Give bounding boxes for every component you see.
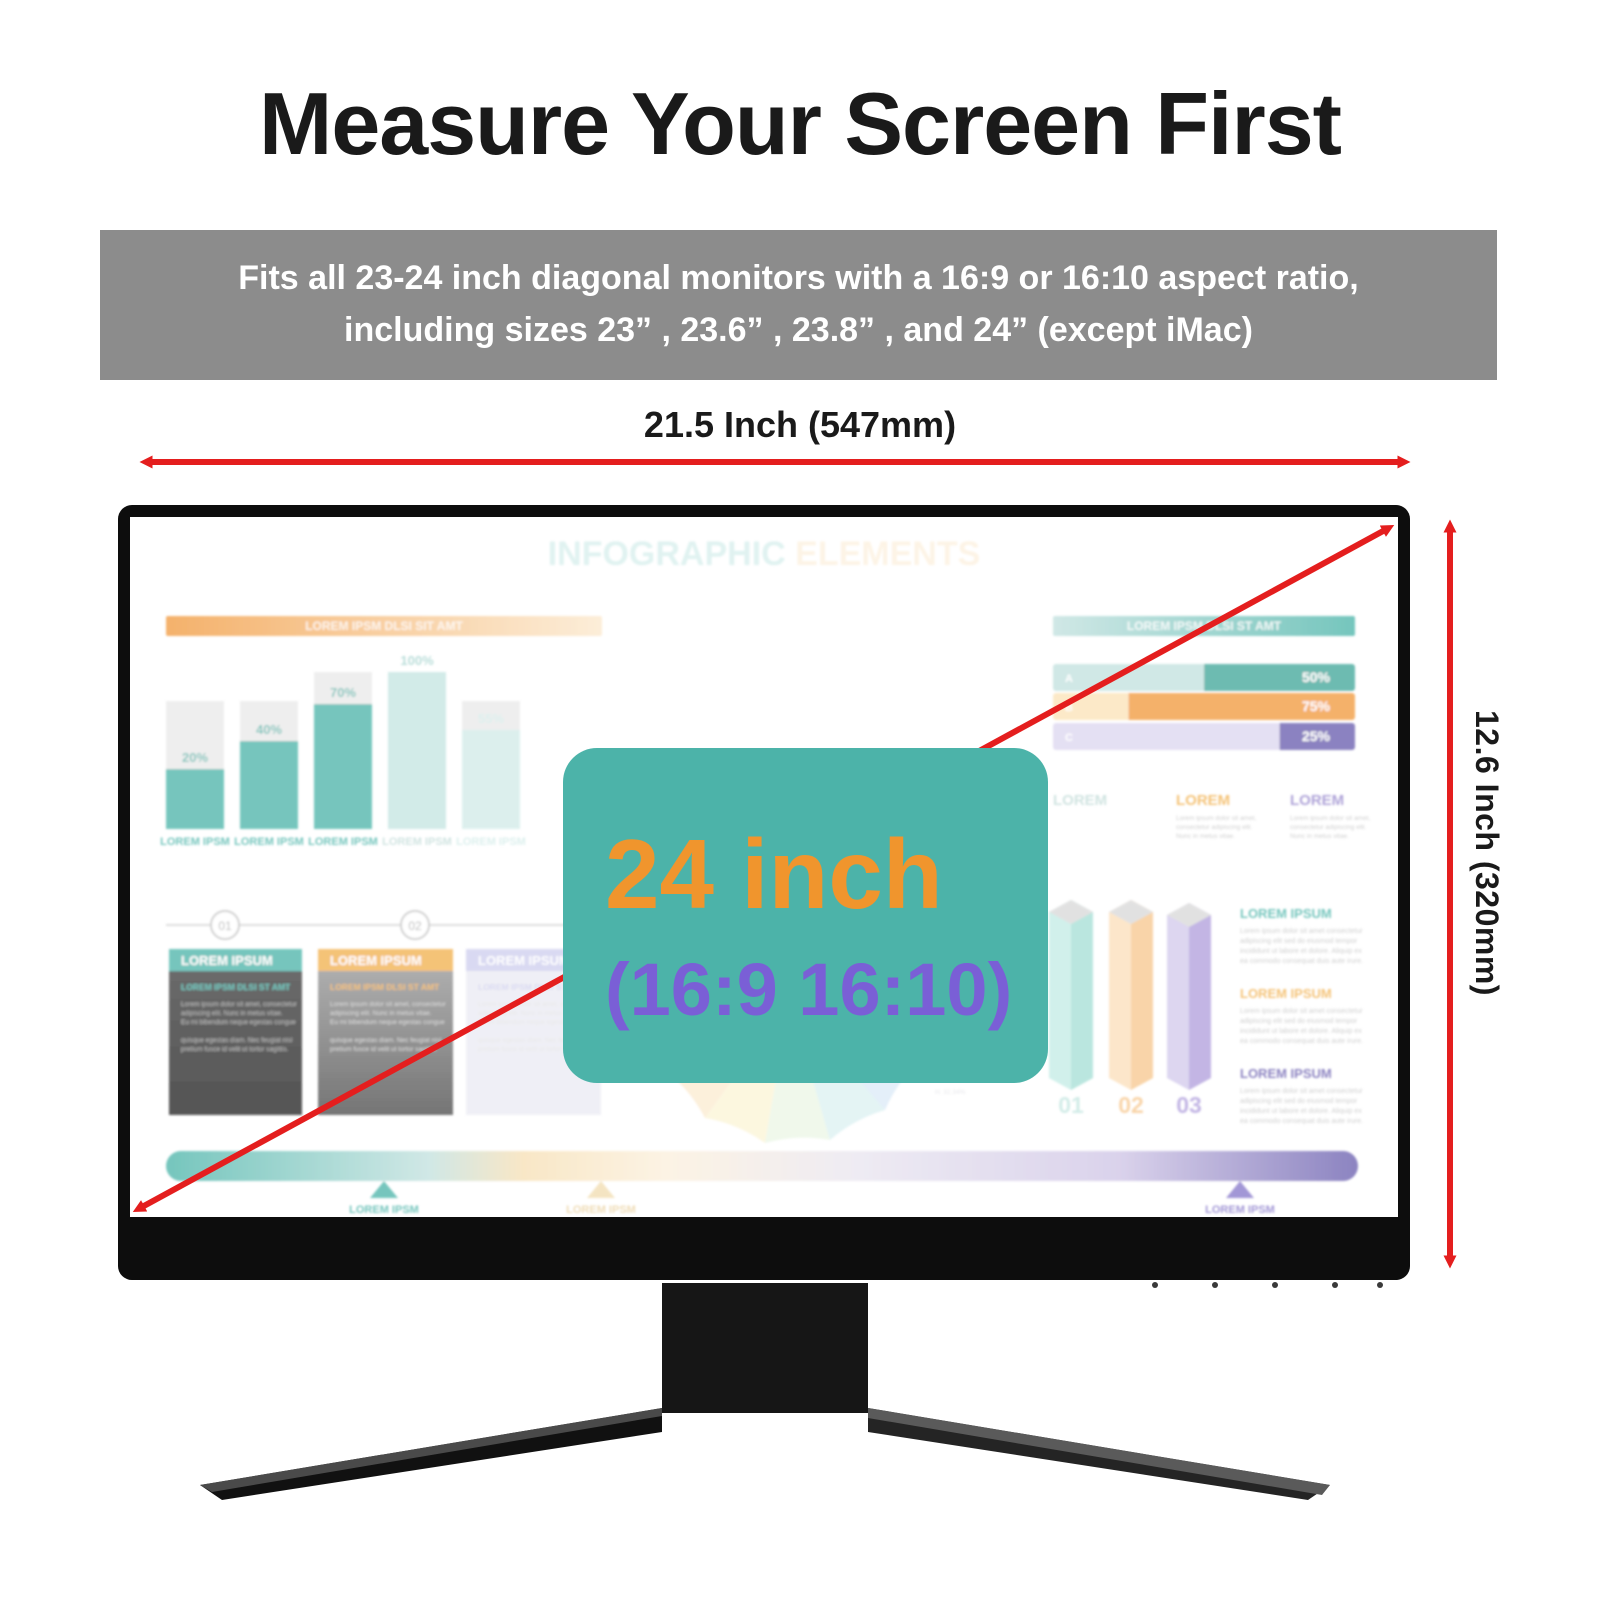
svg-text:adipiscing elit sed do eiusmod: adipiscing elit sed do eiusmod tempor: [1240, 938, 1358, 945]
svg-text:LOREM IPSM: LOREM IPSM: [382, 836, 452, 848]
svg-text:55%: 55%: [478, 711, 504, 726]
svg-text:02: 02: [1118, 1092, 1144, 1118]
svg-text:LOREM IPSUM: LOREM IPSUM: [330, 953, 422, 968]
svg-text:Lorem ipsum dolor sit amet con: Lorem ipsum dolor sit amet consectetur: [1240, 1088, 1363, 1095]
svg-text:pretium fusce id velit ut tort: pretium fusce id velit ut tortor sagitti…: [181, 1046, 288, 1053]
svg-text:LOREM IPSM DLSI ST AMT: LOREM IPSM DLSI ST AMT: [181, 982, 291, 992]
svg-text:25%: 25%: [1302, 728, 1331, 744]
svg-text:01: 01: [1058, 1092, 1084, 1118]
svg-text:adipiscing elit sed do eiusmod: adipiscing elit sed do eiusmod tempor: [1240, 1018, 1358, 1025]
svg-text:LOREM IPSUM: LOREM IPSUM: [1240, 986, 1332, 1001]
svg-text:20%: 20%: [182, 750, 208, 765]
svg-text:02: 02: [408, 919, 422, 933]
svg-text:40%: 40%: [256, 722, 282, 737]
svg-text:Lorem ipsum dolor sit amet,: Lorem ipsum dolor sit amet,: [1290, 815, 1370, 822]
svg-text:quisque egestas diam. Nec feug: quisque egestas diam. Nec feugiat nisl: [330, 1037, 442, 1044]
svg-text:LOREM IPSM: LOREM IPSM: [1205, 1204, 1275, 1216]
svg-text:LOREM IPSM: LOREM IPSM: [308, 836, 378, 848]
svg-text:adipiscing elit. Nunc in metus: adipiscing elit. Nunc in metus vitae.: [181, 1010, 283, 1017]
svg-text:Eu mi bibendum neque egestas c: Eu mi bibendum neque egestas congue: [181, 1019, 296, 1026]
svg-text:Lorem ipsum dolor sit amet, co: Lorem ipsum dolor sit amet, consectetur: [330, 1001, 446, 1008]
svg-text:LOREM IPSM: LOREM IPSM: [566, 1204, 636, 1216]
svg-text:Lorem ipsum dolor sit amet con: Lorem ipsum dolor sit amet consectetur: [1240, 928, 1363, 935]
svg-text:01: 01: [218, 919, 232, 933]
svg-text:LOREM: LOREM: [1053, 792, 1107, 809]
svg-text:50%: 50%: [1302, 669, 1331, 685]
svg-text:H. 32.34%: H. 32.34%: [935, 1089, 966, 1096]
svg-text:ea commodo consequat duis aute: ea commodo consequat duis aute irure.: [1240, 1038, 1363, 1045]
svg-text:LOREM IPSM DLSI SIT AMT: LOREM IPSM DLSI SIT AMT: [305, 619, 463, 633]
svg-text:consectetur adipiscing elit.: consectetur adipiscing elit.: [1176, 824, 1252, 831]
svg-text:A: A: [1065, 673, 1073, 685]
svg-text:LOREM IPSUM: LOREM IPSUM: [1240, 1066, 1332, 1081]
svg-text:LOREM IPSM: LOREM IPSM: [160, 836, 230, 848]
svg-text:LOREM IPSM DLSI ST AMT: LOREM IPSM DLSI ST AMT: [330, 982, 440, 992]
svg-text:LOREM IPSUM: LOREM IPSUM: [181, 953, 273, 968]
svg-text:C: C: [1065, 732, 1073, 744]
svg-text:LOREM IPSM: LOREM IPSM: [349, 1204, 419, 1216]
svg-text:incididunt ut labore et dolore: incididunt ut labore et dolore. Aliquip …: [1240, 948, 1362, 955]
svg-text:Lorem ipsum dolor sit amet,: Lorem ipsum dolor sit amet,: [1176, 815, 1256, 822]
svg-text:consectetur adipiscing elit.: consectetur adipiscing elit.: [1290, 824, 1366, 831]
svg-text:adipiscing elit. Nunc in metus: adipiscing elit. Nunc in metus vitae.: [330, 1010, 432, 1017]
svg-text:quisque egestas diam. Nec feug: quisque egestas diam. Nec feugiat nisl: [181, 1037, 293, 1044]
svg-text:incididunt ut labore et dolore: incididunt ut labore et dolore. Aliquip …: [1240, 1028, 1362, 1035]
svg-text:03: 03: [1176, 1092, 1202, 1118]
svg-text:INFOGRAPHIC ELEMENTS: INFOGRAPHIC ELEMENTS: [548, 535, 981, 573]
svg-text:Lorem ipsum dolor sit amet con: Lorem ipsum dolor sit amet consectetur: [1240, 1008, 1363, 1015]
svg-text:70%: 70%: [330, 685, 356, 700]
svg-text:LOREM IPSM: LOREM IPSM: [456, 836, 526, 848]
svg-text:Nunc in metus vitae.: Nunc in metus vitae.: [1290, 833, 1349, 840]
svg-text:LOREM IPSM: LOREM IPSM: [234, 836, 304, 848]
svg-text:Lorem ipsum dolor sit amet, co: Lorem ipsum dolor sit amet, consectetur: [181, 1001, 297, 1008]
svg-text:75%: 75%: [1302, 698, 1331, 714]
svg-text:100%: 100%: [400, 653, 434, 668]
svg-text:ea commodo consequat duis aute: ea commodo consequat duis aute irure.: [1240, 1118, 1363, 1125]
svg-text:Eu mi bibendum neque egestas c: Eu mi bibendum neque egestas congue: [330, 1019, 445, 1026]
svg-text:LOREM: LOREM: [1176, 792, 1230, 809]
svg-text:LOREM: LOREM: [1290, 792, 1344, 809]
svg-text:incididunt ut labore et dolore: incididunt ut labore et dolore. Aliquip …: [1240, 1108, 1362, 1115]
svg-text:Nunc in metus vitae.: Nunc in metus vitae.: [1176, 833, 1235, 840]
svg-text:(16:9 16:10): (16:9 16:10): [605, 948, 1012, 1031]
svg-text:LOREM IPSUM: LOREM IPSUM: [478, 953, 570, 968]
svg-text:24 inch: 24 inch: [605, 819, 943, 929]
svg-text:ea commodo consequat duis aute: ea commodo consequat duis aute irure.: [1240, 958, 1363, 965]
svg-text:LOREM IPSUM: LOREM IPSUM: [1240, 906, 1332, 921]
svg-text:adipiscing elit sed do eiusmod: adipiscing elit sed do eiusmod tempor: [1240, 1098, 1358, 1105]
